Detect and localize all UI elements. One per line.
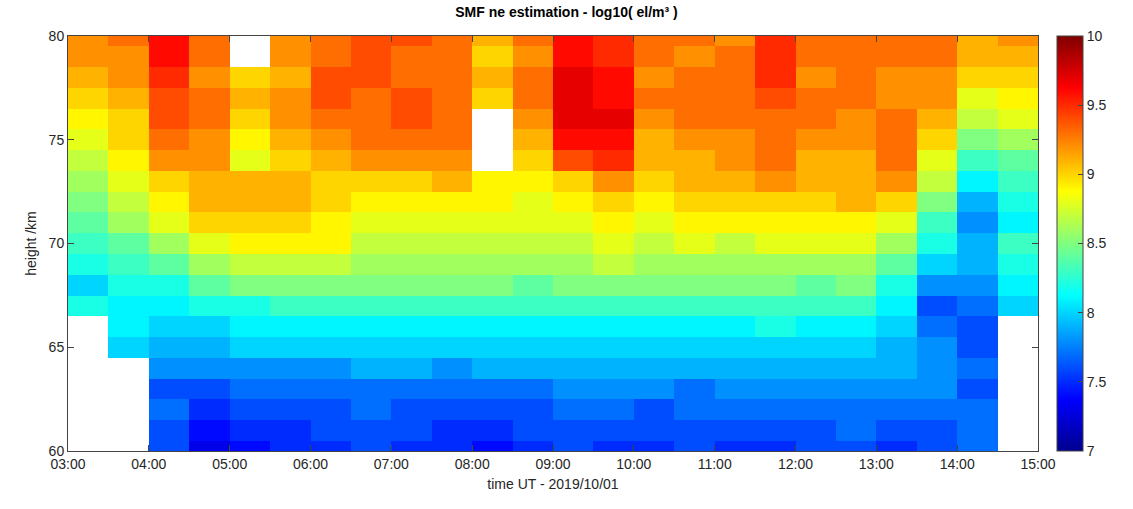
svg-text:11:00: 11:00 xyxy=(698,456,732,472)
svg-text:70: 70 xyxy=(49,235,65,251)
svg-text:04:00: 04:00 xyxy=(131,456,166,472)
svg-text:80: 80 xyxy=(49,28,65,44)
svg-text:03:00: 03:00 xyxy=(50,456,85,472)
svg-text:9: 9 xyxy=(1087,166,1095,182)
svg-text:60: 60 xyxy=(49,443,65,459)
svg-text:07:00: 07:00 xyxy=(374,456,409,472)
svg-text:10:00: 10:00 xyxy=(616,456,651,472)
svg-text:14:00: 14:00 xyxy=(940,456,975,472)
svg-text:10: 10 xyxy=(1087,28,1103,44)
svg-text:height /km: height /km xyxy=(23,211,39,276)
svg-text:8: 8 xyxy=(1087,305,1095,321)
svg-text:75: 75 xyxy=(49,132,65,148)
svg-text:05:00: 05:00 xyxy=(212,456,247,472)
svg-text:8.5: 8.5 xyxy=(1087,235,1107,251)
svg-text:15:00: 15:00 xyxy=(1020,456,1055,472)
svg-text:SMF ne estimation - log10( el/: SMF ne estimation - log10( el/m³ ) xyxy=(455,4,677,20)
svg-text:13:00: 13:00 xyxy=(859,456,894,472)
svg-text:06:00: 06:00 xyxy=(293,456,328,472)
svg-text:7.5: 7.5 xyxy=(1087,374,1107,390)
svg-text:08:00: 08:00 xyxy=(455,456,490,472)
svg-text:7: 7 xyxy=(1087,443,1095,459)
svg-text:09:00: 09:00 xyxy=(535,456,570,472)
svg-text:12:00: 12:00 xyxy=(778,456,813,472)
svg-text:65: 65 xyxy=(49,339,65,355)
svg-text:9.5: 9.5 xyxy=(1087,97,1107,113)
svg-text:time UT - 2019/10/01: time UT - 2019/10/01 xyxy=(487,476,618,492)
